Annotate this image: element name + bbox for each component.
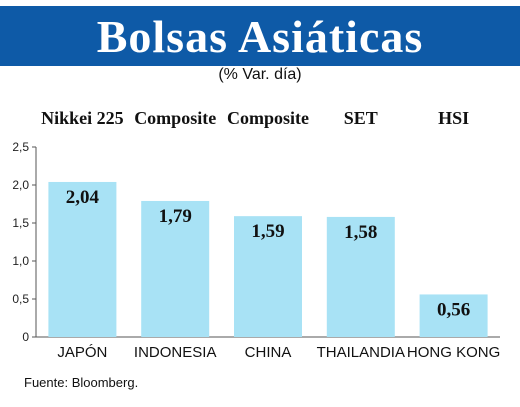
bar [48, 181, 117, 337]
bar-value-label: 1,79 [159, 206, 192, 227]
index-name-label: SET [343, 108, 378, 128]
page-title: Bolsas Asiáticas [96, 10, 424, 62]
bar [419, 294, 488, 337]
title-bar: Bolsas Asiáticas [0, 6, 520, 66]
x-tick-label: HONG KONG [406, 344, 501, 361]
x-tick-label: INDONESIA [133, 344, 217, 361]
index-name-label: Composite [227, 108, 309, 128]
bar-value-label: 2,04 [66, 187, 100, 208]
bar [326, 216, 395, 337]
y-tick-label: 2,5 [12, 140, 29, 154]
x-tick-label: THAILANDIA [316, 344, 405, 361]
bar-value-label: 0,56 [437, 299, 470, 320]
bar-value-label: 1,59 [251, 221, 284, 242]
x-tick-label: CHINA [244, 344, 292, 361]
y-tick-label: 1,0 [12, 254, 29, 268]
index-name-label: Composite [134, 108, 217, 128]
y-tick-label: 1,5 [12, 216, 29, 230]
y-tick-label: 0,5 [12, 292, 29, 306]
chart-subtitle: (% Var. día) [218, 66, 302, 83]
index-name-label: Nikkei 225 [41, 108, 124, 128]
index-name-label: HSI [438, 108, 470, 128]
y-tick-label: 2,0 [12, 178, 29, 192]
y-tick-label: 0 [22, 330, 29, 344]
bar-value-label: 1,58 [344, 222, 377, 243]
bar [234, 216, 302, 337]
x-tick-label: JAPÓN [57, 344, 108, 361]
bar [141, 200, 210, 337]
source-note: Fuente: Bloomberg. [24, 375, 139, 390]
